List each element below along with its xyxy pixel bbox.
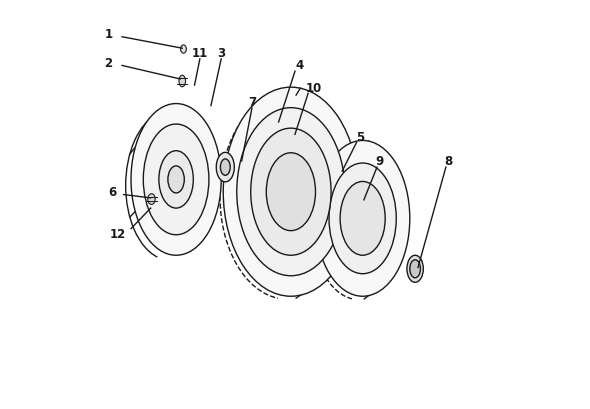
Text: 10: 10 bbox=[306, 81, 322, 94]
Text: 12: 12 bbox=[110, 227, 126, 240]
Ellipse shape bbox=[410, 260, 421, 278]
Ellipse shape bbox=[148, 194, 155, 205]
Ellipse shape bbox=[217, 153, 234, 182]
Text: eReplacementParts.com: eReplacementParts.com bbox=[219, 198, 371, 211]
Text: 6: 6 bbox=[109, 186, 117, 199]
Text: 9: 9 bbox=[375, 155, 383, 168]
Text: 8: 8 bbox=[445, 155, 453, 168]
Ellipse shape bbox=[251, 129, 331, 256]
Ellipse shape bbox=[168, 166, 184, 193]
Text: 3: 3 bbox=[217, 47, 225, 60]
Ellipse shape bbox=[143, 125, 209, 235]
Ellipse shape bbox=[131, 104, 221, 256]
Text: 4: 4 bbox=[295, 59, 303, 72]
Ellipse shape bbox=[407, 256, 424, 283]
Ellipse shape bbox=[221, 160, 230, 176]
Text: 5: 5 bbox=[356, 130, 365, 144]
Ellipse shape bbox=[316, 141, 410, 297]
Ellipse shape bbox=[329, 164, 396, 274]
Ellipse shape bbox=[237, 108, 345, 276]
Ellipse shape bbox=[223, 88, 359, 297]
Ellipse shape bbox=[159, 151, 194, 209]
Ellipse shape bbox=[179, 76, 185, 88]
Text: 11: 11 bbox=[192, 47, 208, 60]
Text: 7: 7 bbox=[248, 96, 256, 109]
Ellipse shape bbox=[340, 182, 385, 256]
Text: 1: 1 bbox=[104, 28, 113, 41]
Text: 2: 2 bbox=[104, 57, 113, 70]
Ellipse shape bbox=[181, 46, 186, 54]
Ellipse shape bbox=[266, 153, 316, 231]
